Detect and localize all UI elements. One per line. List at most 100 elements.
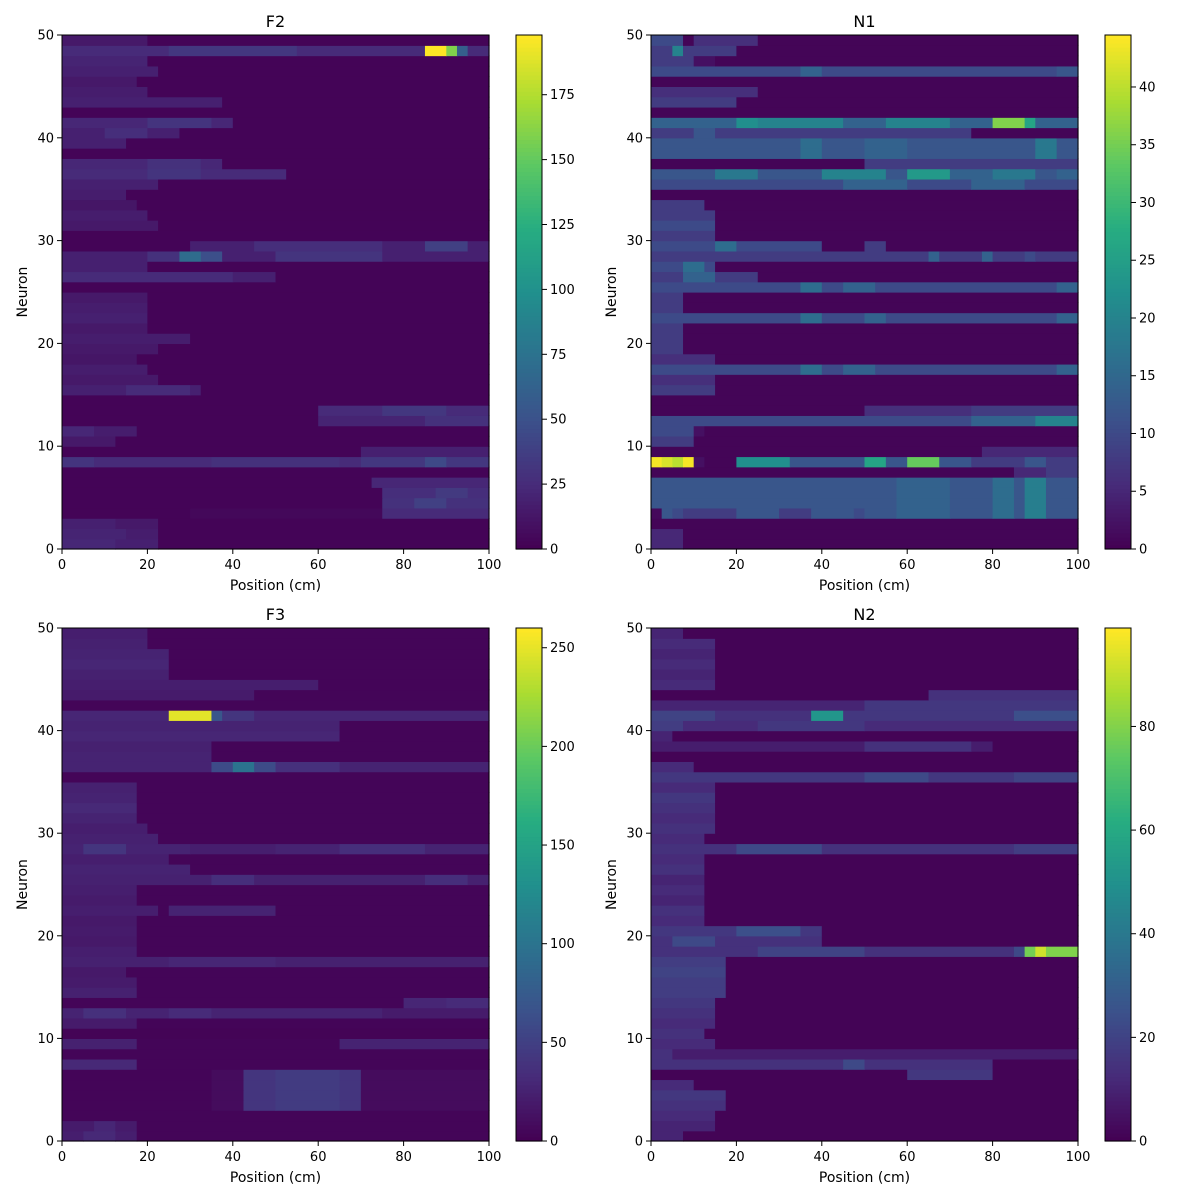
x-tick-label: 20 xyxy=(139,558,156,573)
panel-title: N1 xyxy=(853,12,875,31)
heatmap-cell xyxy=(62,35,148,46)
colorbar-segment xyxy=(1105,500,1131,506)
heatmap-cell xyxy=(864,148,908,159)
heatmap-cell xyxy=(136,812,490,824)
y-tick-label: 20 xyxy=(626,337,643,352)
y-tick-label: 10 xyxy=(626,1032,643,1047)
heatmap-cell xyxy=(62,240,191,252)
heatmap-cell xyxy=(907,456,940,468)
heatmap-cell xyxy=(83,1130,116,1142)
heatmap-cell xyxy=(736,96,1079,108)
heatmap-cell xyxy=(424,843,490,855)
heatmap-cell xyxy=(704,456,738,468)
heatmap-cell xyxy=(62,292,148,303)
colorbar-segment xyxy=(1105,996,1131,1002)
heatmap-cell xyxy=(179,127,490,139)
heatmap-cell xyxy=(757,168,823,180)
colorbar-segment xyxy=(1105,1036,1131,1042)
colorbar-segment xyxy=(516,115,542,120)
heatmap-cell xyxy=(757,720,866,732)
heatmap-cell xyxy=(275,761,341,773)
colorbar-segment xyxy=(1105,412,1131,418)
colorbar-segment xyxy=(1105,944,1131,950)
heatmap-cell xyxy=(1045,507,1079,519)
heatmap-cell xyxy=(736,925,802,937)
heatmap-cell xyxy=(672,45,684,57)
colorbar-segment xyxy=(516,1124,542,1130)
colorbar-segment xyxy=(516,528,542,534)
colorbar-segment xyxy=(516,864,542,870)
colorbar-segment xyxy=(1105,119,1131,124)
x-tick-label: 40 xyxy=(814,1150,831,1165)
y-tick-label: 20 xyxy=(37,337,54,352)
heatmap-cell xyxy=(168,1007,213,1019)
colorbar-segment xyxy=(516,696,542,701)
heatmap-cell xyxy=(62,538,116,550)
colorbar-tick-label: 30 xyxy=(1139,196,1156,211)
heatmap-cell xyxy=(715,1007,1079,1019)
heatmap-cell xyxy=(800,281,823,293)
colorbar-segment xyxy=(516,772,542,777)
heatmap-cell xyxy=(651,1007,716,1019)
heatmap-cell xyxy=(651,894,705,906)
heatmap-cell xyxy=(992,168,1036,180)
heatmap-cell xyxy=(651,384,716,396)
colorbar-segment xyxy=(1105,708,1131,713)
colorbar-segment xyxy=(1105,472,1131,478)
colorbar-segment xyxy=(1105,1004,1131,1010)
heatmap-cell xyxy=(62,65,159,77)
heatmap-cell xyxy=(243,1099,277,1111)
colorbar-segment xyxy=(516,71,542,76)
colorbar-segment xyxy=(516,844,542,850)
colorbar-segment xyxy=(1105,732,1131,737)
colorbar-segment xyxy=(516,300,542,305)
heatmap-cell xyxy=(62,322,148,334)
heatmap-cell xyxy=(62,507,191,519)
x-tick-label: 0 xyxy=(647,558,655,573)
colorbar-segment xyxy=(516,1136,542,1142)
heatmap-cell xyxy=(651,710,716,721)
colorbar-tick-label: 20 xyxy=(1139,1031,1156,1046)
colorbar-segment xyxy=(1105,211,1131,217)
colorbar-segment xyxy=(1105,191,1131,197)
y-tick-label: 10 xyxy=(37,1032,54,1047)
colorbar-segment xyxy=(516,700,542,705)
colorbar-segment xyxy=(1105,304,1131,309)
heatmap-cell xyxy=(62,843,84,855)
colorbar-segment xyxy=(516,760,542,765)
heatmap-cell xyxy=(704,863,1079,875)
heatmap-cell xyxy=(158,528,490,540)
heatmap-cell xyxy=(992,740,1079,752)
colorbar-segment xyxy=(1105,139,1131,145)
heatmap-cell xyxy=(992,487,1015,499)
colorbar-segment xyxy=(516,95,542,100)
heatmap-cell xyxy=(168,45,298,57)
colorbar-segment xyxy=(516,1100,542,1106)
heatmap-cell xyxy=(1013,771,1079,783)
heatmap-cell xyxy=(467,240,490,252)
colorbar-segment xyxy=(1105,151,1131,157)
heatmap-cell xyxy=(62,710,170,721)
heatmap-cell xyxy=(672,507,684,519)
heatmap-panel-4: 0 20 40 60 80 100 0 10 20 30 40 50 N2 Position (cm) Ne… xyxy=(604,605,1156,1186)
heatmap-cell xyxy=(715,812,1079,824)
heatmap-cell xyxy=(949,168,994,180)
heatmap-cell xyxy=(62,158,148,170)
heatmap-cell xyxy=(62,1028,490,1039)
heatmap-cell xyxy=(651,1058,844,1070)
heatmap-cell xyxy=(651,905,705,916)
colorbar-segment xyxy=(1105,444,1131,450)
colorbar-segment xyxy=(1105,904,1131,910)
heatmap-cell xyxy=(254,689,490,701)
heatmap-cell xyxy=(821,65,1058,77)
colorbar-segment xyxy=(1105,736,1131,741)
heatmap-cell xyxy=(651,148,802,159)
colorbar-segment xyxy=(1105,296,1131,301)
heatmap-cell xyxy=(62,353,138,365)
colorbar-segment xyxy=(1105,816,1131,821)
x-axis-label: Position (cm) xyxy=(230,1170,321,1186)
colorbar-segment xyxy=(1105,203,1131,209)
colorbar-segment xyxy=(516,231,542,237)
colorbar-segment xyxy=(516,91,542,96)
colorbar-segment xyxy=(516,408,542,414)
